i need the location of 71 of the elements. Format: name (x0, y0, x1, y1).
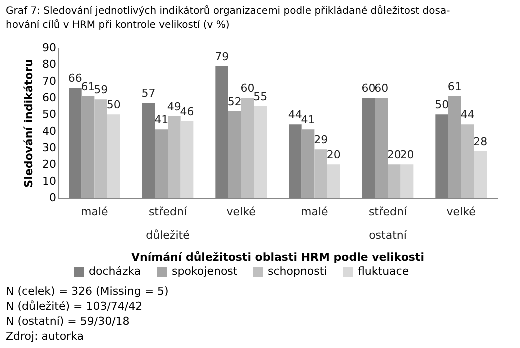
legend-label: spokojenost (172, 265, 238, 278)
y-tick-label: 80 (42, 58, 56, 72)
x-tick-label: střední (368, 206, 408, 218)
bar (82, 96, 95, 198)
x-tick-label: velké (226, 206, 256, 218)
bar (302, 130, 315, 198)
data-label: 29 (314, 134, 328, 147)
bar (328, 164, 340, 198)
data-label: 60 (362, 82, 376, 95)
data-label: 61 (81, 80, 96, 94)
data-label: 52 (228, 95, 242, 108)
legend-label: docházka (89, 265, 142, 278)
bar (375, 98, 388, 198)
y-tick-label: 0 (50, 192, 56, 204)
bar (388, 164, 401, 198)
bar (94, 100, 108, 198)
data-label: 60 (240, 82, 255, 95)
y-tick-label: 30 (42, 142, 56, 154)
data-label: 20 (400, 148, 414, 162)
data-label: 50 (435, 98, 450, 112)
bar (474, 151, 487, 198)
text: Zdroj: autorka (6, 330, 84, 343)
bar (241, 98, 254, 198)
data-label: 41 (154, 114, 169, 127)
y-tick-label: 50 (42, 108, 56, 122)
x-axis-title: Vnímání důležitosti oblasti HRM podle velikosti (132, 251, 424, 264)
x-tick-label: malé (301, 206, 329, 218)
data-label: 50 (106, 98, 121, 112)
data-label: 20 (326, 148, 341, 162)
data-label: 79 (215, 50, 230, 64)
data-label: 44 (288, 108, 302, 122)
data-label: 41 (301, 114, 316, 127)
text: N (důležité) = 103/74/42 (6, 300, 143, 313)
data-label: 20 (387, 148, 402, 162)
chart-title: Graf 7: Sledování jednotlivých indikátorů organizacemi podle přikládané důležitost dosa- hování cílů v HRM při kontrole velikostí (v %) (6, 5, 451, 31)
y-tick-label: 20 (42, 158, 56, 172)
bar (155, 130, 168, 198)
legend-label: fluktuace (358, 265, 410, 278)
y-axis-title: Sledování indikátoru (22, 59, 36, 188)
y-tick-label: 90 (42, 42, 56, 54)
bar (180, 121, 194, 198)
bar (461, 124, 474, 198)
data-label: 61 (448, 80, 462, 94)
data-label: 55 (254, 90, 268, 104)
y-tick-label: 70 (42, 74, 56, 88)
bar (400, 164, 414, 198)
bar (254, 106, 267, 198)
x-tick-label: malé (81, 206, 109, 218)
bar (228, 111, 242, 198)
y-tick-label: 40 (42, 124, 56, 138)
data-label: 28 (474, 135, 488, 148)
legend-label: schopnosti (268, 265, 328, 278)
text: N (ostatní) = 59/30/18 (6, 315, 130, 328)
text: ostatní (369, 229, 408, 242)
bar (108, 114, 120, 198)
y-tick-label: 60 (42, 92, 56, 104)
x-tick-label: střední (148, 206, 188, 218)
y-tick-label: 10 (42, 174, 56, 188)
bar (448, 96, 462, 198)
bar (168, 116, 181, 198)
data-label: 60 (374, 82, 389, 95)
data-label: 66 (68, 72, 82, 85)
x-tick-label: velké (446, 206, 476, 218)
text: N (celek) = 326 (Missing = 5) (6, 285, 169, 298)
text: důležité (146, 229, 190, 242)
data-label: 57 (142, 87, 156, 100)
data-label: 46 (180, 105, 194, 118)
data-label: 44 (460, 108, 475, 122)
data-label: 49 (167, 100, 182, 114)
data-label: 59 (94, 84, 108, 97)
bar (314, 150, 328, 198)
